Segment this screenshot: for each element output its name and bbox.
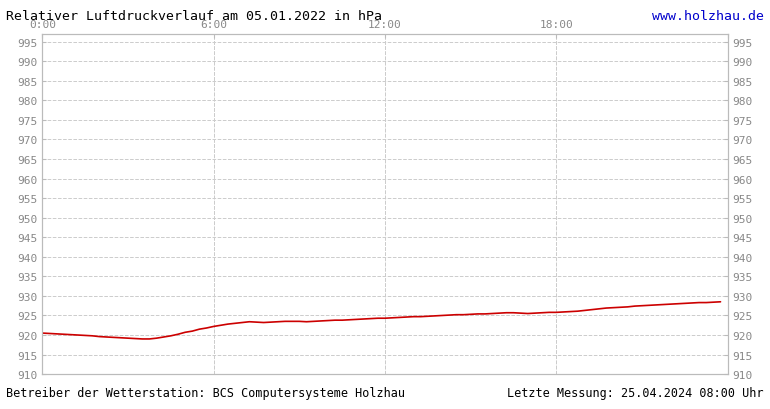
Text: Relativer Luftdruckverlauf am 05.01.2022 in hPa: Relativer Luftdruckverlauf am 05.01.2022…	[6, 10, 382, 23]
Text: Letzte Messung: 25.04.2024 08:00 Uhr: Letzte Messung: 25.04.2024 08:00 Uhr	[507, 386, 764, 399]
Text: Betreiber der Wetterstation: BCS Computersysteme Holzhau: Betreiber der Wetterstation: BCS Compute…	[6, 386, 405, 399]
Text: www.holzhau.de: www.holzhau.de	[652, 10, 764, 23]
